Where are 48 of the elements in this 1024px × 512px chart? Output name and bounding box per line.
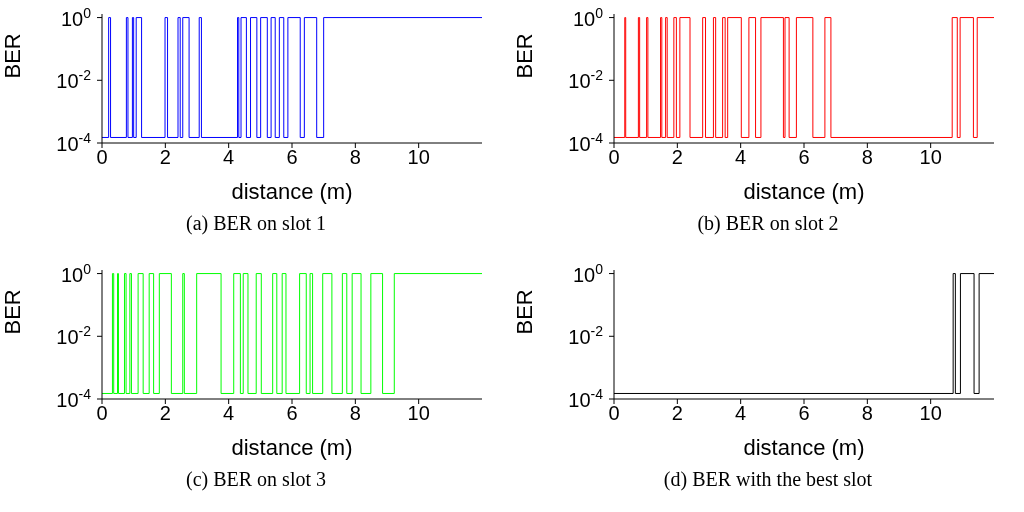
text: (d) BER with the best slot bbox=[662, 468, 874, 491]
y-tick-label: 10$^{-4}$ bbox=[568, 130, 604, 155]
x-tick-label: 8 bbox=[861, 146, 873, 169]
x-axis-title: distance (m) bbox=[743, 435, 865, 460]
x-tick-label: 0 bbox=[96, 402, 108, 425]
y-tick-label: 10$^{-2}$ bbox=[56, 323, 92, 349]
y-axis-title: BER bbox=[0, 33, 25, 79]
x-tick-label: 6 bbox=[286, 402, 298, 425]
x-tick-label: 4 bbox=[223, 146, 235, 169]
y-tick-label: 10$^{-4}$ bbox=[56, 130, 92, 155]
y-tick-label: 10$^{-2}$ bbox=[56, 67, 92, 93]
text: (b) BER on slot 2 bbox=[696, 212, 840, 235]
y-axis-title: BER bbox=[511, 289, 537, 335]
x-axis-title: distance (m) bbox=[231, 179, 353, 204]
x-tick-label: 8 bbox=[349, 146, 361, 169]
y-tick-label: 10$^{0}$ bbox=[60, 260, 92, 286]
x-axis-title: distance (m) bbox=[743, 179, 865, 204]
x-tick-label: 8 bbox=[349, 402, 361, 425]
x-tick-label: 4 bbox=[735, 146, 747, 169]
x-tick-label: 10 bbox=[407, 402, 430, 425]
x-tick-label: 8 bbox=[861, 402, 873, 425]
x-tick-label: 0 bbox=[608, 146, 620, 169]
y-tick-label: 10$^{-2}$ bbox=[568, 67, 604, 93]
text: (a) BER on slot 1 bbox=[185, 212, 327, 235]
x-tick-label: 6 bbox=[286, 146, 298, 169]
x-tick-label: 4 bbox=[223, 402, 235, 425]
y-tick-label: 10$^{-4}$ bbox=[56, 386, 92, 411]
text: (c) BER on slot 3 bbox=[185, 468, 327, 491]
x-axis-title: distance (m) bbox=[231, 435, 353, 460]
x-tick-label: 2 bbox=[671, 402, 683, 425]
x-tick-label: 2 bbox=[671, 146, 683, 169]
x-tick-label: 0 bbox=[608, 402, 620, 425]
x-tick-label: 2 bbox=[159, 146, 171, 169]
y-axis-title: BER bbox=[511, 33, 537, 79]
y-tick-label: 10$^{-2}$ bbox=[568, 323, 604, 349]
y-tick-label: 10$^{0}$ bbox=[572, 260, 604, 286]
x-tick-label: 6 bbox=[798, 146, 810, 169]
y-tick-label: 10$^{0}$ bbox=[60, 4, 92, 30]
y-tick-label: 10$^{-4}$ bbox=[568, 386, 604, 411]
x-tick-label: 10 bbox=[919, 146, 942, 169]
x-tick-label: 10 bbox=[919, 402, 942, 425]
x-tick-label: 2 bbox=[159, 402, 171, 425]
x-tick-label: 4 bbox=[735, 402, 747, 425]
x-tick-label: 6 bbox=[798, 402, 810, 425]
x-tick-label: 10 bbox=[407, 146, 430, 169]
y-tick-label: 10$^{0}$ bbox=[572, 4, 604, 30]
x-tick-label: 0 bbox=[96, 146, 108, 169]
y-axis-title: BER bbox=[0, 289, 25, 335]
